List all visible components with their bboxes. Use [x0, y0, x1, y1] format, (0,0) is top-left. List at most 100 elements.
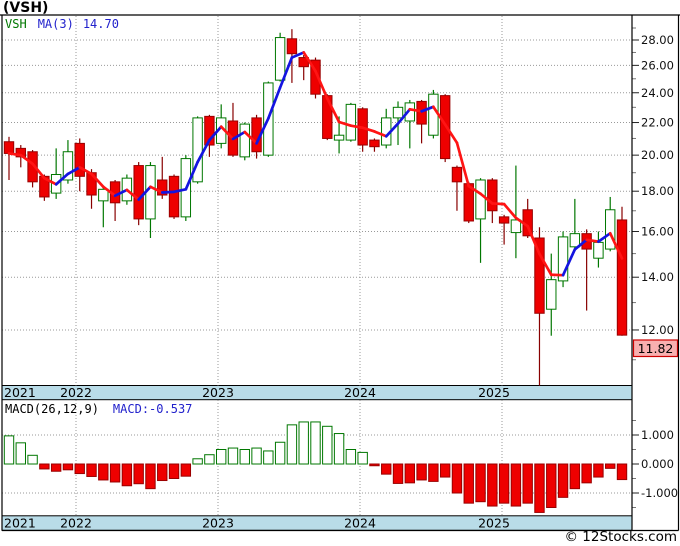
- macd-tick-label: -1.000: [641, 486, 678, 500]
- last-price-badge: 11.82: [632, 339, 679, 358]
- macd-bar-negative: [39, 463, 50, 470]
- year-label: 2025: [478, 385, 510, 400]
- page-title: (VSH): [3, 0, 49, 16]
- ma-value: 14.70: [82, 17, 119, 31]
- macd-value-label: MACD:-0.537: [112, 402, 193, 416]
- macd-bar-negative: [50, 463, 62, 472]
- candle-up: [510, 219, 522, 234]
- candle-down: [322, 95, 333, 139]
- macd-bar-negative: [157, 463, 168, 482]
- candle-up: [274, 37, 286, 81]
- candle-down: [204, 115, 215, 146]
- macd-bar-negative: [534, 463, 545, 513]
- year-label: 2024: [344, 516, 376, 531]
- price-tick-label: 12.00: [641, 323, 674, 337]
- price-tick-label: 22.00: [641, 116, 674, 130]
- year-label: 2021: [4, 516, 36, 531]
- macd-bar-positive: [310, 421, 321, 465]
- macd-bar-negative: [392, 463, 404, 484]
- year-labels: 2021 2022 2023 2024 2025 2021 2022 2023 2024 2025: [4, 385, 510, 531]
- macd-bar-negative: [463, 463, 474, 504]
- macd-bar-negative: [74, 463, 85, 475]
- macd-bar-positive: [345, 449, 357, 465]
- candle-up: [333, 134, 345, 141]
- candle-down: [487, 179, 498, 212]
- macd-bar-negative: [428, 463, 439, 482]
- macd-bar-positive: [286, 424, 298, 465]
- macd-bar-negative: [569, 463, 581, 490]
- macd-bar-positive: [263, 450, 274, 465]
- candle-up: [98, 188, 109, 202]
- macd-bar-negative: [581, 463, 592, 484]
- macd-bar-negative: [498, 463, 510, 504]
- candle-down: [616, 219, 628, 336]
- price-tick-label: 20.00: [641, 148, 674, 162]
- candlesticks: [3, 29, 628, 386]
- candle-up: [239, 123, 250, 158]
- ma-label: MA(3): [37, 17, 74, 31]
- macd-bar-positive: [27, 454, 38, 465]
- candle-down: [439, 95, 451, 160]
- price-tick-label: 26.00: [641, 58, 674, 72]
- macd-bar-negative: [451, 463, 463, 494]
- macd-bar-positive: [15, 442, 26, 465]
- candle-down: [310, 59, 321, 95]
- candle-up: [404, 102, 416, 122]
- macd-bar-negative: [616, 463, 628, 481]
- candle-down: [416, 100, 427, 125]
- macd-bar-positive: [322, 425, 333, 465]
- year-label: 2022: [60, 385, 92, 400]
- macd-bar-negative: [510, 463, 522, 507]
- macd-bar-negative: [381, 463, 392, 475]
- candle-down: [74, 142, 85, 177]
- candle-down: [3, 141, 15, 154]
- macd-bar-positive: [251, 447, 262, 465]
- candle-up: [428, 93, 439, 136]
- price-chart-legend: VSH MA(3) 14.70: [5, 17, 119, 31]
- macd-legend: MACD(26,12,9) MACD:-0.537: [5, 402, 192, 416]
- macd-bar-positive: [204, 454, 215, 465]
- macd-bar-positive: [3, 435, 15, 465]
- macd-bar-negative: [133, 463, 144, 485]
- symbol-label: VSH: [5, 17, 27, 31]
- price-tick-label: 24.00: [641, 86, 674, 100]
- candle-up: [605, 209, 616, 250]
- macd-bar-negative: [98, 463, 109, 481]
- macd-bar-negative: [487, 463, 498, 507]
- macd-axis: 1.000 0.000 -1.000: [632, 420, 678, 508]
- macd-params-label: MACD(26,12,9): [5, 402, 99, 416]
- macd-bar-negative: [404, 463, 416, 484]
- candle-up: [475, 179, 486, 220]
- site-credit: © 12Stocks.com: [564, 529, 678, 545]
- candle-down: [133, 165, 144, 220]
- candle-down: [498, 216, 510, 224]
- year-label: 2024: [344, 385, 376, 400]
- candle-down: [157, 179, 168, 196]
- candle-down: [27, 151, 38, 183]
- candle-up: [392, 106, 404, 119]
- macd-bar-negative: [557, 463, 569, 498]
- year-label: 2023: [202, 385, 234, 400]
- year-label: 2023: [202, 516, 234, 531]
- candle-up: [569, 233, 581, 248]
- macd-bar-negative: [593, 463, 604, 478]
- macd-bar-positive: [298, 421, 309, 465]
- macd-bar-negative: [439, 463, 451, 478]
- year-label: 2025: [478, 516, 510, 531]
- candle-down: [168, 175, 180, 218]
- price-tick-label: 16.00: [641, 225, 674, 239]
- candle-down: [369, 139, 380, 148]
- macd-bar-negative: [605, 463, 616, 469]
- macd-bar-negative: [62, 463, 74, 471]
- macd-bar-positive: [215, 449, 227, 465]
- macd-bar-negative: [145, 463, 156, 490]
- macd-bar-negative: [180, 463, 192, 477]
- chart-borders: [0, 14, 680, 532]
- candle-up: [192, 117, 203, 183]
- macd-bar-negative: [86, 463, 97, 477]
- year-label: 2021: [4, 385, 36, 400]
- macd-tick-label: 1.000: [641, 428, 674, 442]
- macd-bar-negative: [109, 463, 121, 483]
